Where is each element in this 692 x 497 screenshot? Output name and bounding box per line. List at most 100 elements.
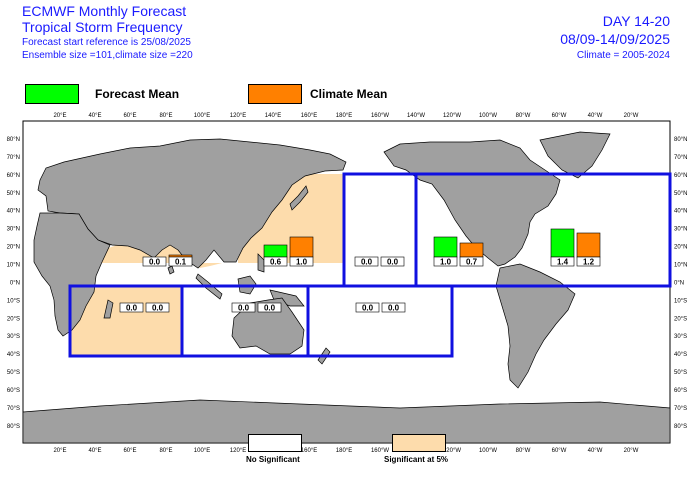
lon-label-bottom: 80°W [516,448,531,454]
lat-label-left: 60°N [7,173,20,179]
lat-label-left: 30°N [7,227,20,233]
lat-label-right: 40°N [674,209,687,215]
lat-label-left: 40°N [7,209,20,215]
value-label-climate: 1.2 [583,258,595,267]
value-box-climate [257,302,282,313]
value-label-forecast: 0.0 [149,258,161,267]
value-label-climate: 0.0 [152,304,164,313]
value-label-forecast: 0.0 [238,304,250,313]
lat-label-right: 40°S [674,352,687,358]
value-box-forecast [119,302,144,313]
lat-label-right: 50°N [674,191,687,197]
lat-label-right: 10°S [674,298,687,304]
lon-label-top: 160°E [301,113,317,119]
value-box-forecast [354,256,379,267]
forecast-reference: Forecast start reference is 25/08/2025 [22,37,191,48]
lat-label-right: 70°N [674,155,687,161]
lon-label-bottom: 100°W [479,448,497,454]
lon-label-top: 80°E [159,113,172,119]
lat-label-right: 30°S [674,334,687,340]
bar-climate-north-atlantic [576,232,601,258]
value-label-climate: 0.7 [466,258,478,267]
land-madagascar [103,299,114,319]
forecast-mean-swatch [25,84,79,104]
climate-mean-swatch [248,84,302,104]
lat-label-right: 60°N [674,173,687,179]
value-label-forecast: 0.6 [270,258,282,267]
lat-label-left: 60°S [7,388,20,394]
bar-group-north-indian: 0.0 0.1 [142,254,193,267]
lon-label-bottom: 180°E [336,448,352,454]
lon-label-bottom: 160°W [371,448,389,454]
lon-label-top: 100°E [194,113,210,119]
lon-label-top: 40°E [88,113,101,119]
value-box-climate [168,256,193,267]
bar-climate-eastern-north-pacific [459,242,484,258]
lat-label-right: 50°S [674,370,687,376]
lat-label-right: 10°N [674,263,687,269]
lon-label-top: 140°W [407,113,425,119]
value-box-forecast [433,256,458,267]
title-line-2: Tropical Storm Frequency [22,19,183,35]
lat-label-left: 0°N [10,280,20,286]
lon-label-top: 80°W [516,113,531,119]
lon-label-bottom: 20°E [53,448,66,454]
lat-label-left: 70°N [7,155,20,161]
value-label-forecast: 0.0 [362,304,374,313]
no-significant-swatch [248,434,302,452]
lat-label-left: 20°S [7,316,20,322]
lat-label-left: 30°S [7,334,20,340]
lon-label-bottom: 80°E [159,448,172,454]
value-label-climate: 1.0 [296,258,308,267]
value-label-forecast: 0.0 [361,258,373,267]
bar-group-central-north-pacific: 0.0 0.0 [354,256,405,267]
land-sri-lanka [167,265,175,275]
significant-swatch [392,434,446,452]
bar-group-north-atlantic: 1.4 1.2 [550,228,601,267]
bar-climate-western-north-pacific [289,236,314,258]
lon-label-top: 120°W [443,113,461,119]
lon-label-bottom: 120°W [443,448,461,454]
value-label-forecast: 1.4 [557,258,569,267]
lat-label-right: 60°S [674,388,687,394]
value-box-forecast [355,302,380,313]
value-box-climate [289,256,314,267]
lat-label-left: 40°S [7,352,20,358]
value-label-forecast: 0.0 [126,304,138,313]
lon-label-top: 20°E [53,113,66,119]
lat-label-left: 50°S [7,370,20,376]
land-africa [33,212,111,337]
land-north-america [383,139,561,267]
lon-label-bottom: 60°E [123,448,136,454]
lon-label-top: 140°E [265,113,281,119]
lon-label-bottom: 40°E [88,448,101,454]
lon-label-bottom: 20°W [624,448,639,454]
lat-label-right: 30°N [674,227,687,233]
land-philippines [257,253,265,273]
land-new-guinea [269,289,305,307]
bar-forecast-eastern-north-pacific [433,236,458,258]
value-box-climate [381,302,406,313]
value-label-climate: 0.1 [175,258,187,267]
lon-label-bottom: 100°E [194,448,210,454]
significant-label: Significant at 5% [384,455,449,464]
bar-group-australian: 0.0 0.0 [231,302,282,313]
climate-period: Climate = 2005-2024 [576,50,670,61]
lat-label-right: 80°N [674,137,687,143]
value-box-climate [459,256,484,267]
lon-label-top: 60°W [552,113,567,119]
bar-group-eastern-north-pacific: 1.0 0.7 [433,236,484,267]
value-box-climate [576,256,601,267]
title-line-1: ECMWF Monthly Forecast [22,3,187,19]
value-box-climate [145,302,170,313]
lon-label-top: 160°W [371,113,389,119]
region-border-americas [416,172,672,288]
value-box-climate [380,256,405,267]
bar-group-south-pacific: 0.0 0.0 [355,302,406,313]
lat-label-left: 80°N [7,137,20,143]
bar-forecast-north-atlantic [550,228,575,258]
lat-label-left: 20°N [7,245,20,251]
ensemble-size: Ensemble size =101,climate size =220 [22,50,193,61]
value-label-climate: 0.0 [264,304,276,313]
